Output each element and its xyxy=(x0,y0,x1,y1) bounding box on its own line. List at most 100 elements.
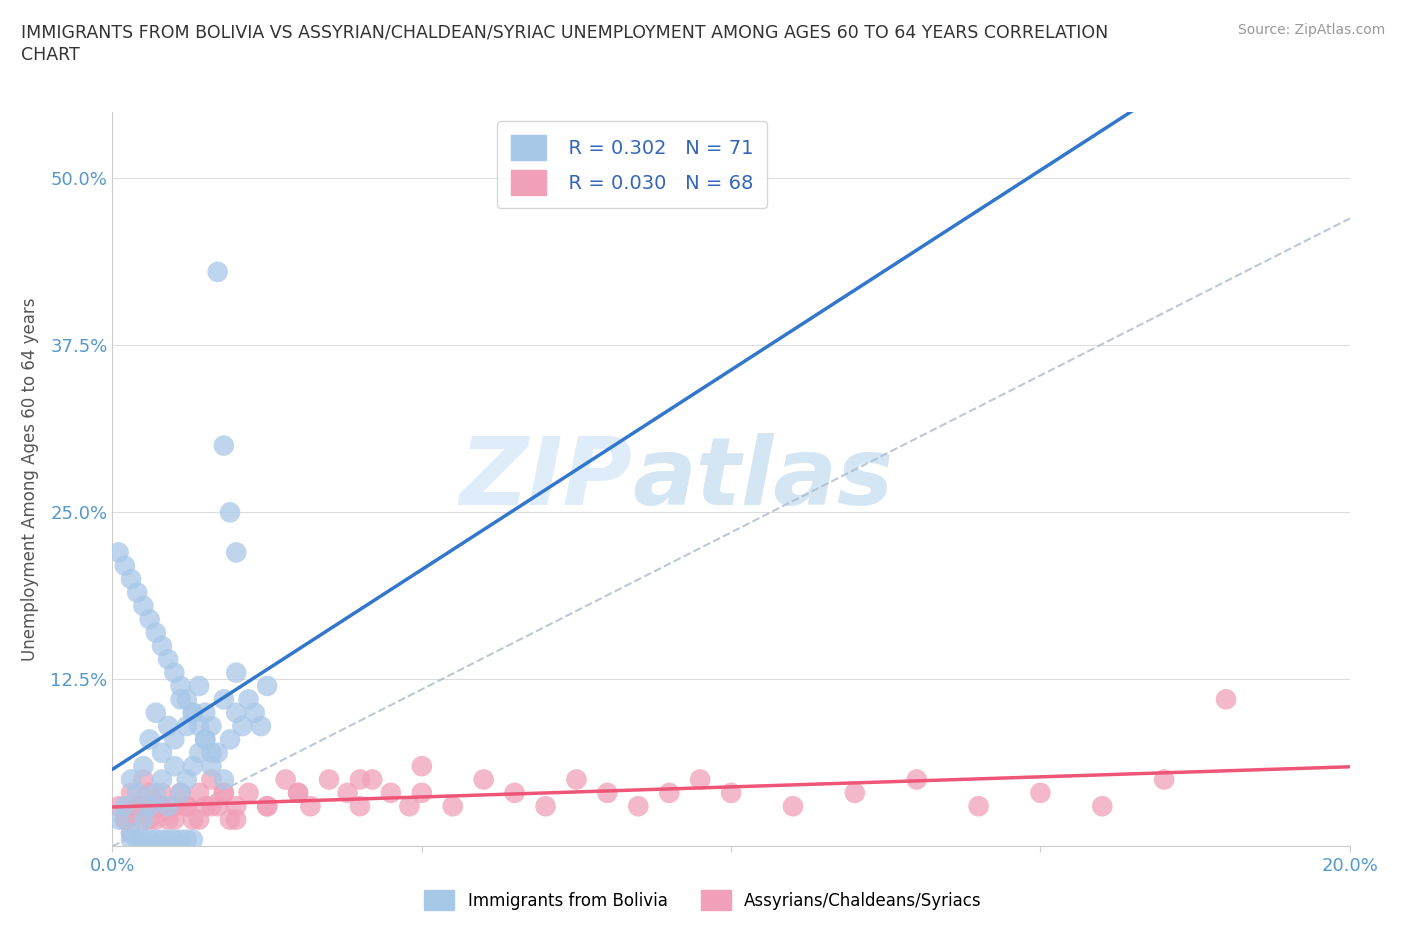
Point xyxy=(176,799,198,814)
Point xyxy=(176,799,198,814)
Point xyxy=(176,719,198,734)
Y-axis label: Unemployment Among Ages 60 to 64 years: Unemployment Among Ages 60 to 64 years xyxy=(21,298,39,660)
Point xyxy=(114,812,136,827)
Point xyxy=(238,786,260,801)
Point xyxy=(169,832,191,847)
Point xyxy=(274,772,297,787)
Point xyxy=(127,799,149,814)
Point xyxy=(120,832,142,847)
Point xyxy=(107,799,129,814)
Point xyxy=(145,625,167,640)
Point xyxy=(194,732,217,747)
Point xyxy=(212,786,235,801)
Point xyxy=(138,832,160,847)
Point xyxy=(212,692,235,707)
Point xyxy=(472,772,495,787)
Point xyxy=(1029,786,1052,801)
Point xyxy=(194,705,217,720)
Point xyxy=(120,772,142,787)
Point xyxy=(188,679,211,694)
Point xyxy=(256,799,278,814)
Point xyxy=(250,719,273,734)
Point xyxy=(145,799,167,814)
Point xyxy=(120,572,142,587)
Point xyxy=(194,799,217,814)
Text: CHART: CHART xyxy=(21,46,80,64)
Point xyxy=(967,799,990,814)
Point xyxy=(145,705,167,720)
Point xyxy=(225,705,247,720)
Point xyxy=(145,812,167,827)
Point xyxy=(219,505,242,520)
Text: IMMIGRANTS FROM BOLIVIA VS ASSYRIAN/CHALDEAN/SYRIAC UNEMPLOYMENT AMONG AGES 60 T: IMMIGRANTS FROM BOLIVIA VS ASSYRIAN/CHAL… xyxy=(21,23,1108,41)
Point xyxy=(163,759,186,774)
Point xyxy=(138,799,160,814)
Point xyxy=(132,832,155,847)
Point xyxy=(212,772,235,787)
Point xyxy=(138,812,160,827)
Point xyxy=(380,786,402,801)
Point xyxy=(287,786,309,801)
Point xyxy=(138,786,160,801)
Point xyxy=(120,826,142,841)
Point xyxy=(398,799,420,814)
Point xyxy=(256,799,278,814)
Point xyxy=(1153,772,1175,787)
Point xyxy=(114,812,136,827)
Point xyxy=(200,719,222,734)
Point xyxy=(107,812,129,827)
Point xyxy=(596,786,619,801)
Point xyxy=(163,799,186,814)
Legend: Immigrants from Bolivia, Assyrians/Chaldeans/Syriacs: Immigrants from Bolivia, Assyrians/Chald… xyxy=(418,884,988,917)
Point xyxy=(200,745,222,760)
Point xyxy=(200,759,222,774)
Point xyxy=(157,652,180,667)
Point xyxy=(212,438,235,453)
Point xyxy=(441,799,464,814)
Point xyxy=(114,799,136,814)
Point xyxy=(181,832,204,847)
Point xyxy=(565,772,588,787)
Point xyxy=(169,679,191,694)
Point xyxy=(627,799,650,814)
Point xyxy=(150,745,173,760)
Point xyxy=(238,692,260,707)
Point xyxy=(150,772,173,787)
Point xyxy=(1091,799,1114,814)
Text: ZIP: ZIP xyxy=(460,433,633,525)
Point xyxy=(720,786,742,801)
Point xyxy=(120,786,142,801)
Point xyxy=(138,799,160,814)
Point xyxy=(169,786,191,801)
Point xyxy=(176,692,198,707)
Text: Source: ZipAtlas.com: Source: ZipAtlas.com xyxy=(1237,23,1385,37)
Point xyxy=(176,832,198,847)
Text: atlas: atlas xyxy=(633,433,893,525)
Point xyxy=(181,705,204,720)
Point xyxy=(905,772,928,787)
Point xyxy=(163,732,186,747)
Point xyxy=(163,832,186,847)
Point xyxy=(503,786,526,801)
Point xyxy=(782,799,804,814)
Point xyxy=(318,772,340,787)
Point xyxy=(844,786,866,801)
Point xyxy=(411,786,433,801)
Point xyxy=(188,786,211,801)
Point xyxy=(163,665,186,680)
Point xyxy=(225,545,247,560)
Point xyxy=(157,719,180,734)
Point xyxy=(132,812,155,827)
Point xyxy=(200,772,222,787)
Point xyxy=(132,772,155,787)
Point xyxy=(349,799,371,814)
Point xyxy=(200,799,222,814)
Point xyxy=(188,745,211,760)
Point xyxy=(219,732,242,747)
Point xyxy=(231,719,253,734)
Point xyxy=(157,799,180,814)
Point xyxy=(287,786,309,801)
Point xyxy=(299,799,322,814)
Point xyxy=(207,799,229,814)
Point xyxy=(127,832,149,847)
